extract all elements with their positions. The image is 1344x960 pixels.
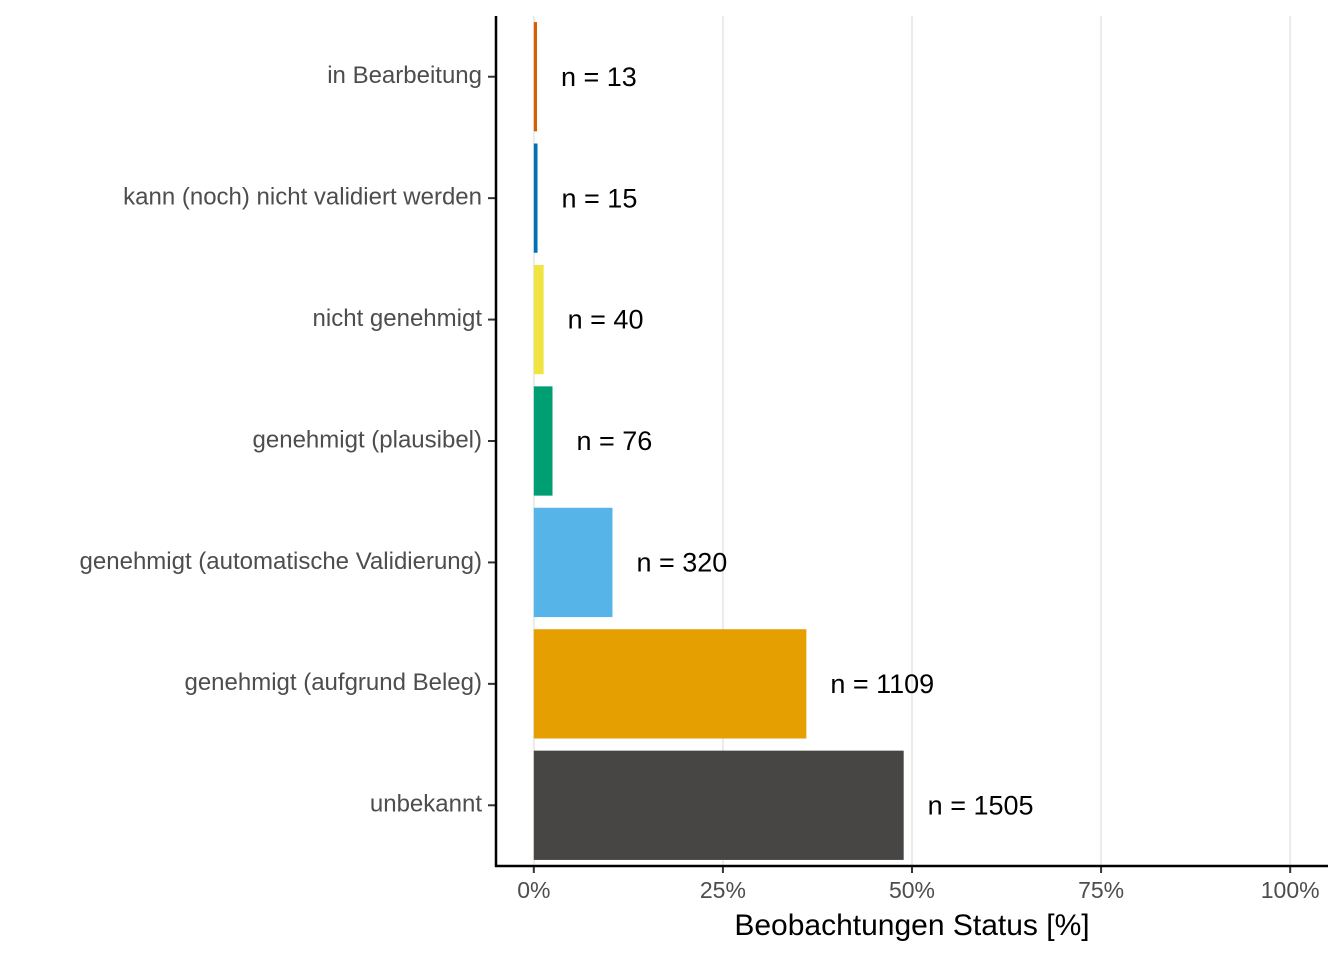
bar <box>533 264 544 375</box>
y-tick-label: genehmigt (plausibel) <box>253 426 482 453</box>
bar <box>533 22 537 132</box>
y-tick-label: nicht genehmigt <box>313 305 483 332</box>
bar-annotation: n = 13 <box>561 62 637 92</box>
x-tick-label: 75% <box>1078 877 1124 903</box>
bar-annotation: n = 1109 <box>830 669 934 699</box>
bar <box>533 629 807 739</box>
bar-annotation: n = 15 <box>562 183 638 213</box>
y-tick-label: unbekannt <box>370 791 482 818</box>
y-tick-label: genehmigt (aufgrund Beleg) <box>184 669 482 696</box>
x-tick-label: 0% <box>517 877 550 903</box>
bar <box>533 507 613 618</box>
x-tick-label: 25% <box>700 877 746 903</box>
x-tick-label: 50% <box>889 877 935 903</box>
bar-annotation: n = 1505 <box>928 790 1034 820</box>
bar <box>533 143 538 253</box>
bar-annotation: n = 40 <box>568 305 644 335</box>
bar <box>533 386 553 496</box>
y-tick-label: in Bearbeitung <box>327 62 482 89</box>
x-axis-title: Beobachtungen Status [%] <box>734 909 1089 942</box>
bar-annotation: n = 320 <box>636 548 727 578</box>
y-tick-label: kann (noch) nicht validiert werden <box>123 183 482 210</box>
x-tick-label: 100% <box>1261 877 1320 903</box>
y-tick-label: genehmigt (automatische Validierung) <box>80 548 482 575</box>
bar <box>533 750 904 860</box>
bar-annotation: n = 76 <box>577 426 653 456</box>
